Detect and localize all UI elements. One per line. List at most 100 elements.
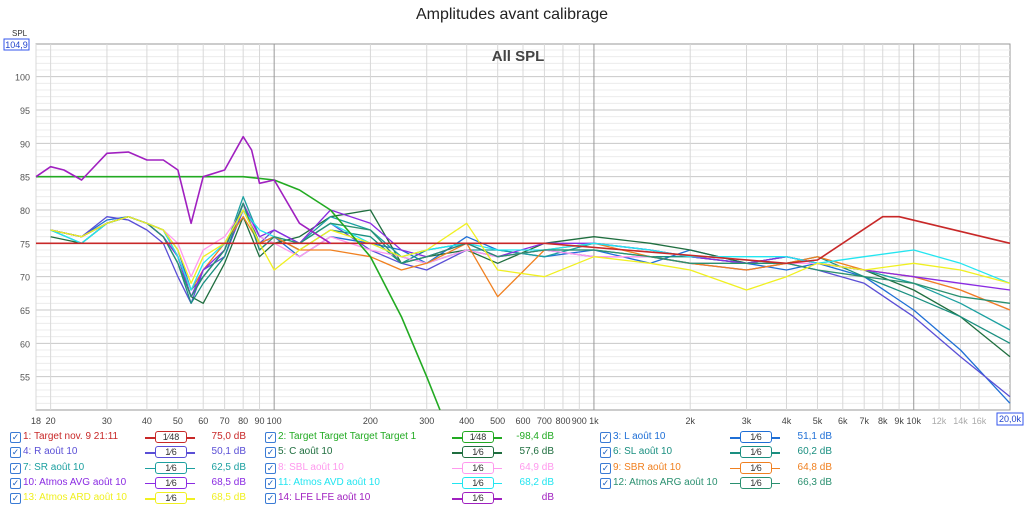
series-checkbox[interactable]: ✓ — [600, 462, 611, 474]
smoothing-button[interactable]: 1⁄6 — [740, 476, 772, 489]
x-tick-label: 900 — [572, 416, 587, 426]
x-tick-label: 9k — [894, 416, 904, 426]
smoothing-button[interactable]: 1⁄48 — [462, 431, 494, 443]
y-tick-label: 80 — [20, 206, 30, 216]
smoothing-button[interactable]: 1⁄6 — [740, 461, 772, 474]
window-title: Amplitudes avant calibrage — [415, 6, 609, 23]
legend-label[interactable]: 13: Atmos ARD août 10 — [23, 492, 127, 504]
x-readout-box — [996, 412, 1024, 426]
legend-label[interactable]: 3: L août 10 — [613, 431, 666, 442]
legend-value: 50,1 dB — [211, 446, 246, 458]
smoothing-button[interactable]: 1⁄48 — [155, 431, 187, 443]
y-tick-label: 75 — [20, 239, 30, 249]
x-tick-label: 50 — [173, 416, 183, 426]
x-tick-label: 2k — [685, 416, 695, 426]
x-tick-label: 500 — [490, 416, 505, 426]
series-checkbox[interactable]: ✓ — [10, 462, 21, 474]
y-tick-label: 100 — [15, 73, 30, 83]
legend-value: 64,9 dB — [519, 461, 554, 473]
smoothing-button[interactable]: 1⁄6 — [462, 492, 494, 505]
legend-value: 62,5 dB — [211, 461, 246, 473]
legend-value: -98,4 dB — [516, 431, 554, 442]
legend-label[interactable]: 6: SL août 10 — [613, 446, 673, 458]
x-tick-label: 18 — [31, 416, 41, 426]
x-tick-label: 20 — [46, 416, 56, 426]
y-axis-label: SPL — [12, 29, 28, 38]
smoothing-button[interactable]: 1⁄6 — [740, 446, 772, 459]
x-tick-label: 12k — [932, 416, 947, 426]
x-readout: 20,0k — [999, 414, 1022, 424]
x-tick-label: 400 — [459, 416, 474, 426]
series-checkbox[interactable]: ✓ — [10, 477, 21, 489]
legend-label[interactable]: 12: Atmos ARG août 10 — [613, 476, 718, 488]
x-tick-label: 800 — [555, 416, 570, 426]
legend-value: dB — [541, 492, 554, 504]
x-tick-label: 4k — [782, 416, 792, 426]
legend-label[interactable]: 10: Atmos AVG août 10 — [23, 476, 127, 488]
x-tick-label: 6k — [838, 416, 848, 426]
x-tick-label: 10k — [906, 416, 921, 426]
x-tick-label: 30 — [102, 416, 112, 426]
legend-value: 57,6 dB — [519, 446, 554, 458]
x-tick-label: 7k — [859, 416, 869, 426]
series-checkbox[interactable]: ✓ — [265, 462, 276, 474]
smoothing-button[interactable]: 1⁄6 — [155, 492, 187, 505]
smoothing-button[interactable]: 1⁄6 — [462, 476, 494, 489]
smoothing-button[interactable]: 1⁄6 — [462, 461, 494, 474]
series-checkbox[interactable]: ✓ — [10, 493, 21, 505]
legend-label[interactable]: 2: Target Target Target Target 1 — [278, 431, 417, 442]
series-line — [36, 175, 441, 411]
y-tick-label: 60 — [20, 339, 30, 349]
x-tick-label: 5k — [813, 416, 823, 426]
y-readout-box — [3, 38, 30, 51]
x-tick-label: 3k — [742, 416, 752, 426]
smoothing-button[interactable]: 1⁄6 — [155, 446, 187, 459]
legend-label[interactable]: 9: SBR août 10 — [613, 461, 681, 473]
series-checkbox[interactable]: ✓ — [600, 477, 611, 489]
x-tick-label: 80 — [238, 416, 248, 426]
x-tick-label: 70 — [220, 416, 230, 426]
legend-value: 75,0 dB — [211, 431, 246, 442]
series-checkbox[interactable]: ✓ — [265, 432, 276, 443]
x-tick-label: 16k — [972, 416, 987, 426]
smoothing-button[interactable]: 1⁄6 — [462, 446, 494, 459]
series-checkbox[interactable]: ✓ — [265, 447, 276, 459]
x-tick-label: 90 — [255, 416, 265, 426]
legend-value: 60,2 dB — [797, 446, 832, 458]
smoothing-button[interactable]: 1⁄6 — [155, 461, 187, 474]
series-checkbox[interactable]: ✓ — [600, 447, 611, 459]
spl-chart[interactable]: 55 60 65 70 75 80 85 90 95 100 18 20 30 40 50 60 70 80 90 1… — [0, 0, 1024, 430]
smoothing-button[interactable]: 1⁄6 — [155, 476, 187, 489]
legend-value: 68,2 dB — [519, 476, 554, 488]
legend-label[interactable]: 8: SBL août 10 — [278, 461, 344, 473]
y-tick-label: 85 — [20, 173, 30, 183]
x-tick-label: 200 — [363, 416, 378, 426]
x-tick-label: 1k — [589, 416, 599, 426]
legend-value: 68,5 dB — [211, 476, 246, 488]
y-tick-label: 90 — [20, 139, 30, 149]
x-tick-label: 700 — [537, 416, 552, 426]
series-checkbox[interactable]: ✓ — [265, 477, 276, 489]
legend-label[interactable]: 7: SR août 10 — [23, 461, 85, 473]
x-tick-label: 40 — [142, 416, 152, 426]
y-readout: 104,9 — [5, 40, 28, 50]
smoothing-button[interactable]: 1⁄6 — [740, 431, 772, 443]
legend-label[interactable]: 5: C août 10 — [278, 446, 333, 458]
series-checkbox[interactable]: ✓ — [265, 493, 276, 505]
legend-label[interactable]: 1: Target nov. 9 21:11 — [23, 431, 119, 442]
x-tick-label: 300 — [419, 416, 434, 426]
y-tick-label: 70 — [20, 273, 30, 283]
series-line — [35, 135, 331, 244]
legend-label[interactable]: 4: R août 10 — [23, 446, 78, 458]
legend-value: 66,3 dB — [797, 476, 832, 488]
series-checkbox[interactable]: ✓ — [10, 447, 21, 459]
chart-title: All SPL — [492, 48, 545, 65]
y-tick-label: 55 — [20, 373, 30, 383]
series-checkbox[interactable]: ✓ — [10, 432, 21, 443]
y-tick-label: 95 — [20, 106, 30, 116]
y-tick-label: 65 — [20, 306, 30, 316]
legend-label[interactable]: 11: Atmos AVD août 10 — [278, 476, 380, 488]
series-checkbox[interactable]: ✓ — [600, 432, 611, 443]
legend-label[interactable]: 14: LFE LFE août 10 — [278, 492, 371, 504]
x-tick-label: 60 — [198, 416, 208, 426]
